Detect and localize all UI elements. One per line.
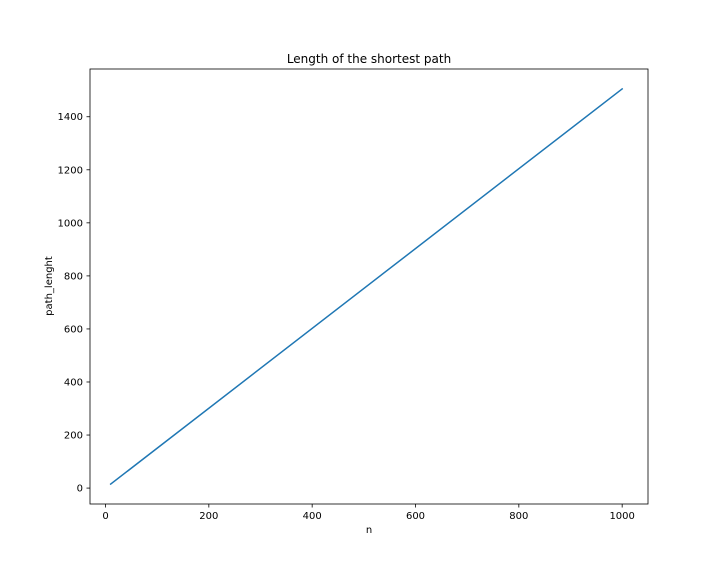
x-tick-label: 800: [509, 511, 528, 522]
x-axis-label: n: [366, 525, 372, 536]
y-tick-label: 600: [64, 324, 83, 335]
y-tick-label: 1400: [58, 112, 83, 123]
y-tick-label: 0: [77, 484, 83, 495]
x-tick-label: 200: [199, 511, 218, 522]
chart-title: Length of the shortest path: [287, 52, 451, 66]
y-axis-ticks: 0 200 400 600 800 1000 1200 1400: [58, 112, 90, 495]
x-tick-label: 1000: [609, 511, 634, 522]
y-axis-label: path_lenght: [44, 256, 55, 316]
x-tick-label: 0: [102, 511, 108, 522]
y-tick-label: 1000: [58, 218, 83, 229]
y-tick-label: 200: [64, 431, 83, 442]
y-tick-label: 400: [64, 377, 83, 388]
series-layer: [109, 87, 624, 486]
x-tick-label: 600: [406, 511, 425, 522]
y-tick-label: 1200: [58, 165, 83, 176]
y-tick-label: 800: [64, 271, 83, 282]
series-line-0: [109, 87, 624, 486]
plot-frame: [89, 68, 649, 505]
x-tick-label: 400: [303, 511, 322, 522]
x-axis-ticks: 0 200 400 600 800 1000: [102, 504, 635, 522]
